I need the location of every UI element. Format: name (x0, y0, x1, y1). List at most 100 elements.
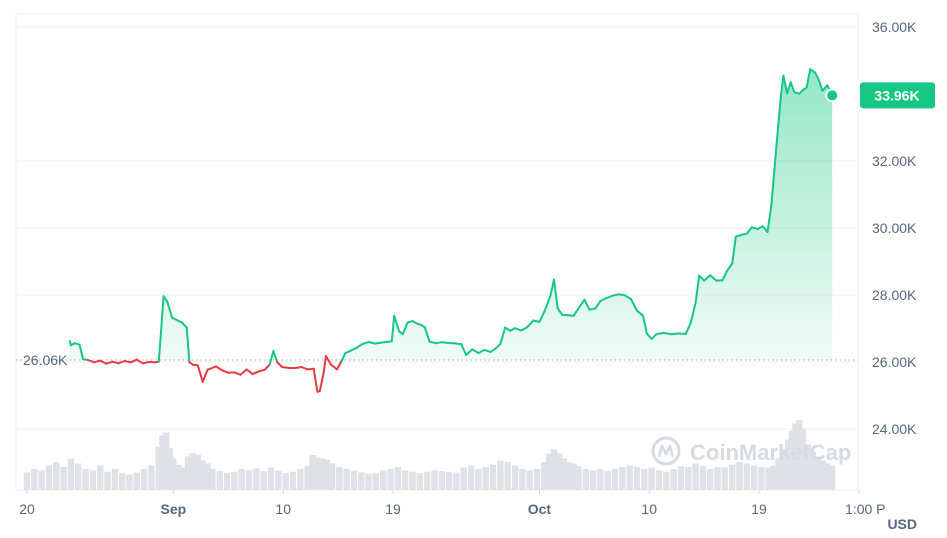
y-tick-label: 26.00K (872, 354, 917, 370)
price-segment (294, 366, 303, 369)
volume-bar (453, 472, 460, 490)
axes: 36.00K 32.00K 30.00K 28.00K 26.00K 24.00K 20 Se… (19, 19, 917, 517)
volume-bar (589, 470, 597, 490)
price-segment (233, 371, 242, 376)
x-tick-label: 20 (19, 501, 35, 517)
volume-bar (336, 466, 343, 490)
volume-bar (504, 462, 511, 490)
volume-bar (223, 473, 231, 490)
price-segment (367, 340, 376, 345)
volume-bar (550, 449, 558, 490)
price-segment (789, 81, 796, 94)
price-segment (670, 332, 680, 336)
price-segment (263, 363, 271, 371)
price-segment (655, 331, 665, 336)
volume-bar (175, 464, 182, 490)
current-price-dot (825, 88, 840, 103)
watermark-text: CoinMarketCap (690, 440, 851, 465)
price-segment (611, 293, 620, 297)
volume-bar (162, 432, 170, 490)
price-segment (423, 326, 431, 343)
volume-bar (67, 458, 75, 490)
volume-bar (545, 453, 553, 490)
volume-bar (111, 469, 119, 490)
price-segment (623, 294, 632, 300)
volume-bar (489, 464, 497, 490)
volume-bar (829, 465, 836, 490)
volume-bar (372, 473, 380, 490)
price-segment (594, 300, 602, 310)
price-segment (78, 343, 85, 361)
volume-bar (170, 458, 177, 490)
price-segment (805, 68, 812, 89)
volume-bar (445, 471, 453, 490)
price-segment (694, 274, 701, 304)
gridlines (15, 13, 859, 491)
price-segment (636, 309, 645, 317)
volume-bar (387, 469, 394, 490)
price-line (68, 68, 834, 393)
price-segment (577, 298, 586, 310)
volume-bar (140, 469, 148, 490)
volume-bar (758, 466, 765, 490)
volume-bar (309, 455, 316, 490)
volume-bar (533, 469, 541, 490)
watermark: CoinMarketCap (651, 436, 851, 466)
volume-bar (53, 462, 60, 490)
baseline-label: 26.06K (23, 352, 68, 368)
price-segment (471, 348, 480, 354)
price-segment (772, 135, 779, 181)
price-segment (206, 365, 218, 371)
price-segment (390, 314, 396, 343)
price-segment (87, 359, 96, 364)
price-segment (814, 71, 820, 81)
volume-bar (60, 466, 67, 490)
volume-bar (97, 465, 104, 490)
volume-bar (641, 469, 648, 490)
price-segment (460, 343, 468, 356)
volume-bar (655, 470, 663, 490)
price-segment (780, 74, 785, 96)
price-segment (379, 340, 388, 344)
volume-bar (670, 469, 677, 490)
volume-bar (770, 465, 777, 490)
price-segment (99, 359, 108, 365)
price-segment (514, 327, 523, 332)
price-segment (453, 342, 463, 346)
price-segment (329, 363, 338, 371)
price-segment (355, 342, 364, 349)
volume-bar (253, 468, 260, 490)
volume-bar (423, 471, 431, 490)
volume-bar (409, 471, 416, 490)
volume-bar (526, 470, 533, 490)
price-segment (185, 326, 191, 363)
price-segment (572, 307, 580, 317)
price-segment (599, 297, 608, 302)
plot-frame (15, 13, 859, 491)
volume-bar (619, 466, 626, 490)
price-segment (721, 269, 729, 282)
volume-bar (231, 471, 238, 490)
price-segment (162, 295, 169, 303)
price-segment (201, 368, 209, 383)
volume-bar (155, 446, 162, 490)
y-tick-label: 24.00K (872, 421, 917, 437)
price-segment (583, 298, 591, 311)
y-unit-label: USD (887, 516, 917, 532)
price-segment (245, 368, 254, 376)
price-segment (483, 348, 492, 353)
price-segment (157, 295, 165, 363)
volume-bar (133, 472, 140, 490)
volume-bar (565, 462, 572, 490)
price-segment (239, 368, 248, 376)
volume-bar (541, 462, 548, 490)
watermark-logo-icon (651, 436, 681, 466)
price-segment (105, 360, 114, 365)
volume-bar (692, 463, 699, 490)
volume-bar (365, 473, 372, 490)
volume-bar (626, 465, 633, 490)
volume-bar (699, 466, 707, 490)
price-segment (117, 360, 126, 365)
volume-bar (204, 463, 211, 490)
